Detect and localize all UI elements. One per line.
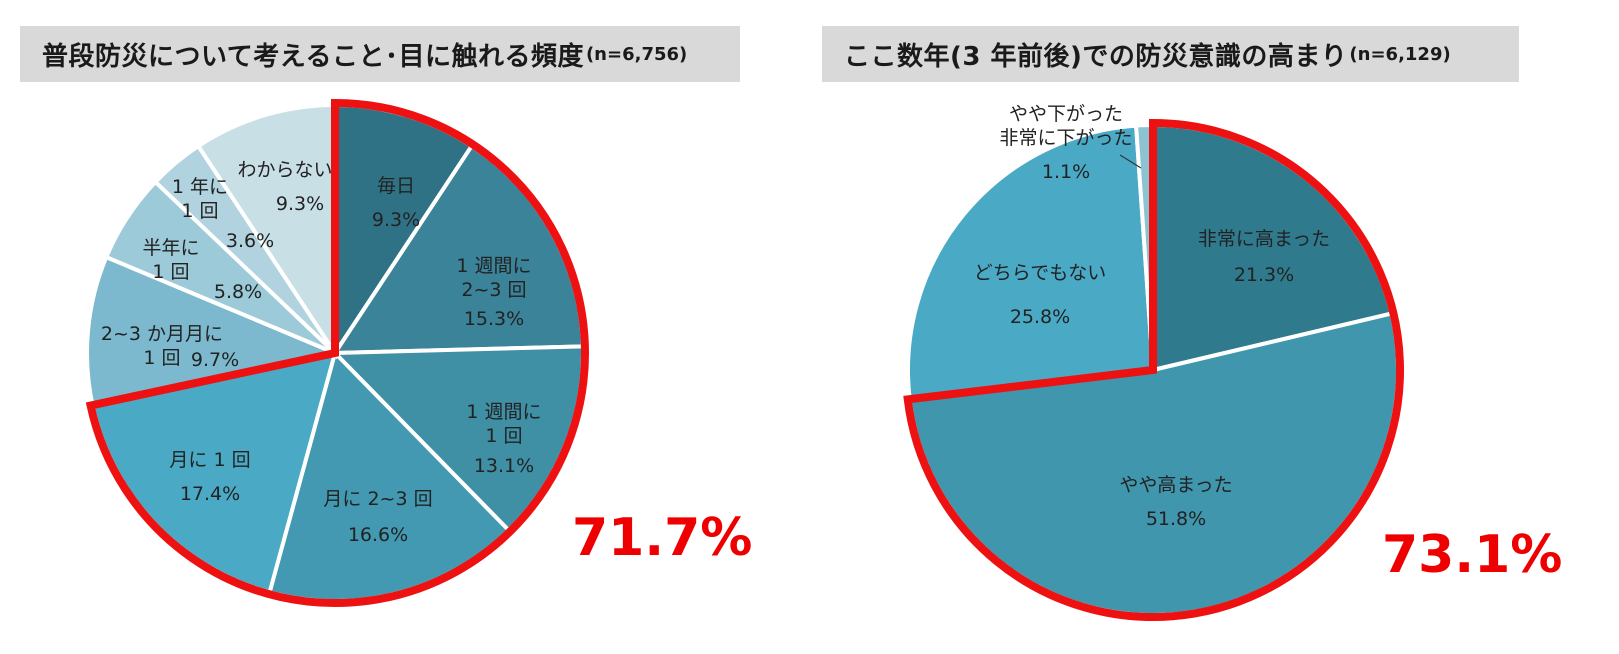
- pie-1-slice-8-label: 1 年に 1 回: [172, 176, 228, 222]
- pie-2-slice-4-value: 1.1%: [1042, 161, 1090, 183]
- pie-1-slice-2-label: 1 週間に 2~3 回: [456, 255, 531, 301]
- pie-1-slice-6: [85, 254, 342, 408]
- pie-2-slice-3-label: どちらでもない: [974, 262, 1106, 284]
- pie-1-slice-3-label: 1 週間に 1 回: [466, 401, 541, 447]
- pie-1-slice-4-label: 月に 2~3 回: [323, 488, 432, 510]
- pie-2: 非常に高まった 21.3% やや高まった 51.8% どちらでもない 25.8% やや下がっ…: [903, 103, 1562, 621]
- pie-1-slice-4-value: 16.6%: [348, 524, 408, 546]
- pie-2-highlight-outline: [903, 118, 1404, 621]
- chart1-n-label: (n=6,756): [585, 43, 688, 65]
- chart2-title-box: ここ数年(3 年前後)での防災意識の高まり (n=6,129): [822, 26, 1519, 82]
- pie-1-slice-9: [195, 102, 337, 360]
- pie-1-slice-9-value: 9.3%: [276, 193, 324, 215]
- pie-2-slice-3: [906, 123, 1156, 402]
- pie-2-slice-1-label: 非常に高まった: [1198, 228, 1330, 250]
- pie-2-slice-1-value: 21.3%: [1234, 264, 1294, 286]
- pie-1-slice-3-value: 13.1%: [474, 455, 534, 477]
- pie-1-slice-6-label: 2~3 か月月に 1 回: [101, 323, 223, 369]
- pie-2-slice-2-label: やや高まった: [1119, 474, 1232, 496]
- pie-1-slice-5-label: 月に 1 回: [169, 449, 250, 471]
- chart1-title-box: 普段防災について考えること･目に触れる頻度 (n=6,756): [20, 26, 740, 82]
- pie-1-slice-9-label: わからない: [237, 159, 332, 181]
- pie-1: 毎日 9.3% 1 週間に 2~3 回 15.3% 1 週間に 1 回 13.1% 月に 2~3…: [85, 98, 752, 607]
- chart2-title: ここ数年(3 年前後)での防災意識の高まり: [844, 41, 1348, 72]
- pie-2-slice-2-value: 51.8%: [1146, 508, 1206, 530]
- chart2-n-label: (n=6,129): [1349, 43, 1451, 65]
- chart1-title: 普段防災について考えること･目に触れる頻度: [42, 41, 584, 72]
- pie-1-highlight-outline: [85, 98, 589, 607]
- pie-1-slice-6-value: 9.7%: [191, 349, 239, 371]
- pie-1-slice-7-label: 半年に 1 回: [142, 237, 199, 283]
- pie-1-slice-7-value: 5.8%: [214, 281, 262, 303]
- pie-1-slice-1-label: 毎日: [377, 175, 415, 197]
- pie-1-slice-1-value: 9.3%: [372, 209, 420, 231]
- pie-1-highlight-total: 71.7%: [572, 508, 752, 568]
- pie-1-slice-5-value: 17.4%: [180, 483, 240, 505]
- pie-2-leader-line: [1119, 154, 1142, 169]
- pie-2-highlight-total: 73.1%: [1382, 525, 1562, 585]
- pie-2-slice-3-value: 25.8%: [1010, 306, 1070, 328]
- pie-2-slice-4-label: やや下がった非常に下がった: [999, 103, 1132, 149]
- pie-1-slice-2-value: 15.3%: [464, 308, 524, 330]
- pie-1-slice-8-value: 3.6%: [226, 230, 274, 252]
